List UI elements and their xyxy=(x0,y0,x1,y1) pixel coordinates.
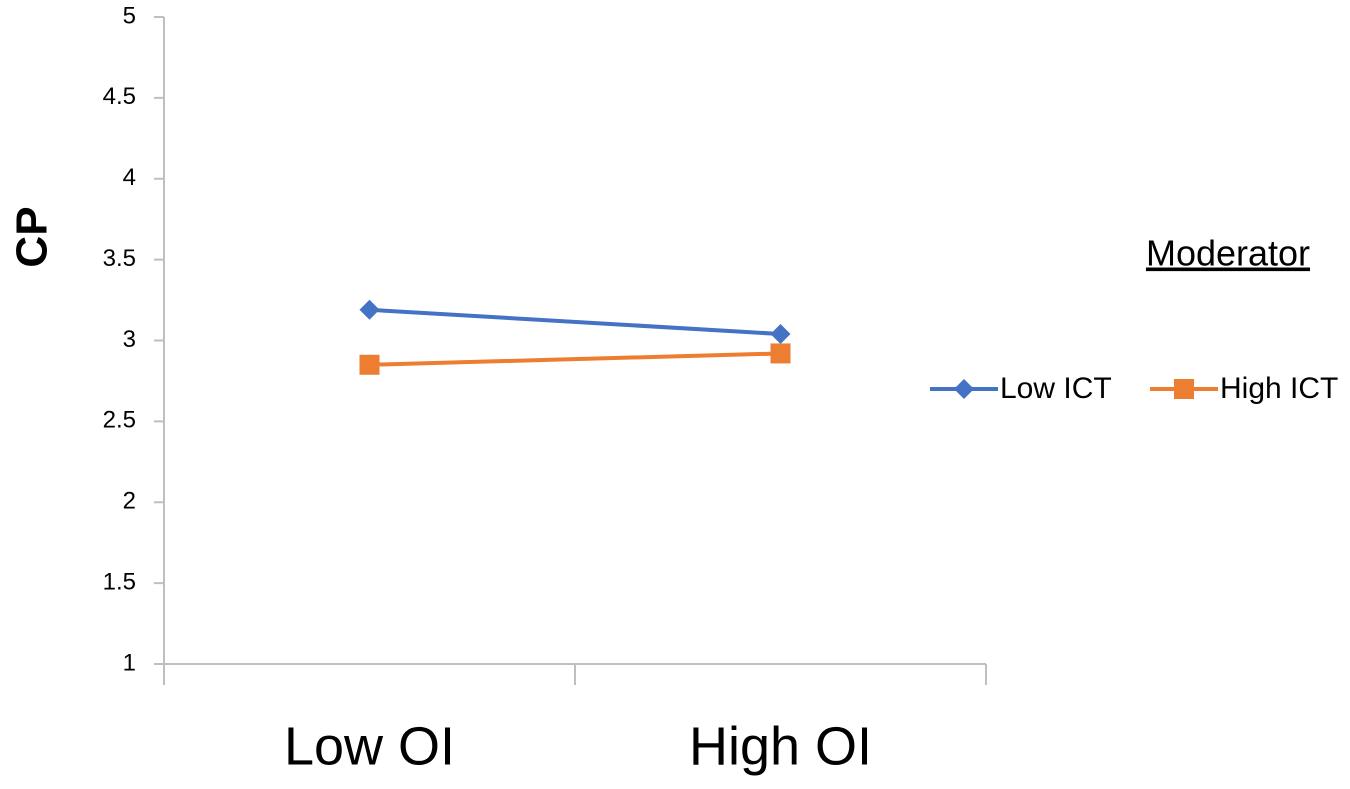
data-point xyxy=(359,354,380,375)
y-tick-label: 1.5 xyxy=(103,568,136,595)
data-point xyxy=(770,324,791,345)
y-tick-label: 4.5 xyxy=(103,83,136,110)
legend-marker xyxy=(954,379,974,399)
y-axis-label: CP xyxy=(8,206,57,267)
y-tick-label: 4 xyxy=(123,164,136,191)
y-tick-label: 1 xyxy=(123,649,136,676)
y-tick-label: 2 xyxy=(123,488,136,515)
series-line xyxy=(369,351,781,367)
x-tick-label: Low OI xyxy=(284,716,455,776)
data-point xyxy=(359,299,380,320)
y-tick-label: 5 xyxy=(123,2,136,29)
y-tick-label: 3 xyxy=(123,326,136,353)
y-tick-label: 3.5 xyxy=(103,245,136,272)
legend-label: Low ICT xyxy=(1000,372,1112,405)
x-tick-label: High OI xyxy=(689,716,872,776)
legend-label: High ICT xyxy=(1220,372,1338,405)
data-point xyxy=(770,343,791,364)
legend-title: Moderator xyxy=(1146,233,1310,274)
y-tick-label: 2.5 xyxy=(103,407,136,434)
legend-marker xyxy=(1174,379,1194,399)
series-line xyxy=(369,307,781,337)
